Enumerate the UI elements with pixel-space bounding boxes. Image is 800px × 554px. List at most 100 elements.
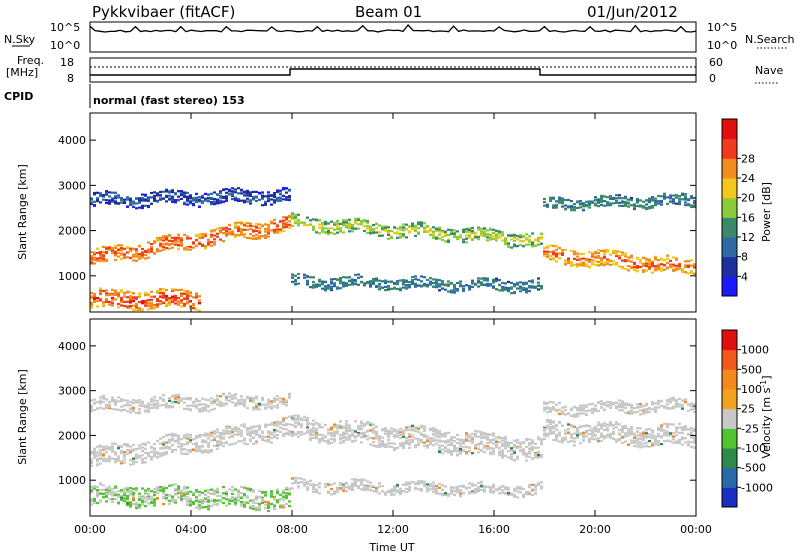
heatmap-cell (441, 283, 444, 286)
heatmap-cell (441, 452, 444, 455)
heatmap-cell (693, 439, 696, 442)
heatmap-cell (621, 251, 624, 254)
heatmap-cell (375, 425, 378, 428)
heatmap-cell (90, 503, 93, 506)
heatmap-cell (552, 253, 555, 256)
heatmap-cell (648, 263, 651, 266)
heatmap-cell (306, 279, 309, 282)
heatmap-cell (234, 198, 237, 201)
heatmap-cell (165, 493, 168, 497)
heatmap-cell (507, 287, 510, 290)
heatmap-cell (243, 437, 246, 440)
heatmap-cell (321, 437, 324, 440)
heatmap-cell (237, 401, 240, 404)
heatmap-cell (258, 408, 261, 411)
heatmap-cell (618, 201, 621, 204)
heatmap-cell (231, 195, 234, 198)
heatmap-cell (639, 265, 642, 268)
heatmap-cell (522, 448, 525, 451)
heatmap-cell (93, 401, 96, 405)
heatmap-cell (672, 268, 675, 271)
heatmap-cell (159, 437, 162, 440)
heatmap-cell (300, 423, 303, 426)
heatmap-cell (654, 437, 657, 440)
heatmap-cell (453, 448, 456, 451)
heatmap-cell (438, 233, 441, 236)
heatmap-cell (111, 247, 114, 250)
heatmap-cell (417, 443, 420, 446)
heatmap-cell (411, 225, 414, 228)
heatmap-cell (117, 457, 120, 460)
heatmap-cell (153, 406, 156, 409)
heatmap-cell (153, 191, 156, 194)
heatmap-cell (420, 438, 423, 441)
heatmap-cell (360, 483, 363, 486)
heatmap-cell (600, 423, 603, 426)
heatmap-cell (348, 276, 351, 279)
heatmap-cell (498, 440, 501, 443)
heatmap-cell (642, 436, 645, 439)
heatmap-cell (267, 403, 270, 406)
heatmap-cell (450, 443, 453, 446)
heatmap-cell (144, 193, 147, 196)
heatmap-cell (663, 422, 666, 425)
heatmap-cell (330, 280, 333, 283)
heatmap-cell (144, 404, 147, 407)
heatmap-cell (93, 262, 96, 265)
heatmap-cell (147, 305, 150, 308)
heatmap-cell (279, 397, 282, 400)
heatmap-cell (399, 442, 402, 445)
heatmap-cell (174, 199, 177, 202)
heatmap-cell (96, 200, 99, 203)
heatmap-cell (129, 203, 132, 206)
heatmap-cell (435, 429, 438, 432)
heatmap-cell (552, 244, 555, 247)
heatmap-cell (585, 263, 588, 266)
heatmap-cell (477, 447, 480, 450)
heatmap-cell (228, 432, 231, 435)
heatmap-cell (90, 262, 93, 265)
heatmap-cell (177, 297, 180, 300)
heatmap-cell (183, 297, 186, 300)
heatmap-cell (384, 285, 387, 288)
heatmap-cell (309, 483, 312, 486)
heatmap-cell (600, 427, 603, 430)
heatmap-cell (558, 420, 561, 423)
heatmap-cell (321, 229, 324, 232)
heatmap-cell (573, 432, 576, 435)
heatmap-cell (555, 245, 558, 248)
heatmap-cell (378, 485, 381, 488)
heatmap-cell (246, 222, 249, 225)
heatmap-cell (654, 199, 657, 203)
heatmap-cell (261, 501, 264, 504)
heatmap-cell (531, 457, 534, 460)
heatmap-cell (639, 434, 642, 437)
heatmap-cell (252, 195, 255, 198)
heatmap-cell (318, 278, 321, 281)
heatmap-cell (171, 499, 174, 502)
heatmap-cell (648, 428, 651, 431)
heatmap-cell (93, 294, 96, 297)
heatmap-cell (516, 438, 519, 442)
heatmap-cell (105, 199, 108, 202)
heatmap-cell (201, 441, 204, 444)
heatmap-cell (306, 424, 309, 427)
heatmap-cell (111, 299, 114, 302)
heatmap-cell (330, 432, 333, 435)
heatmap-cell (108, 201, 111, 204)
heatmap-cell (507, 444, 510, 447)
heatmap-cell (516, 441, 519, 444)
heatmap-cell (669, 266, 672, 269)
heatmap-cell (375, 433, 378, 436)
heatmap-cell (393, 430, 396, 433)
heatmap-cell (258, 424, 261, 427)
heatmap-cell (147, 248, 150, 251)
heatmap-cell (576, 255, 579, 258)
heatmap-cell (153, 494, 156, 497)
heatmap-cell (291, 276, 294, 279)
heatmap-cell (600, 257, 603, 260)
heatmap-cell (210, 201, 213, 204)
heatmap-cell (336, 286, 339, 289)
heatmap-cell (345, 490, 348, 493)
heatmap-cell (660, 201, 663, 204)
